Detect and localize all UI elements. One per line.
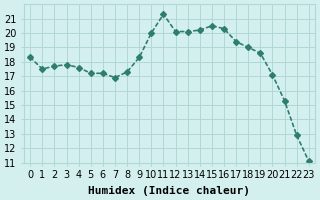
X-axis label: Humidex (Indice chaleur): Humidex (Indice chaleur) bbox=[89, 186, 251, 196]
